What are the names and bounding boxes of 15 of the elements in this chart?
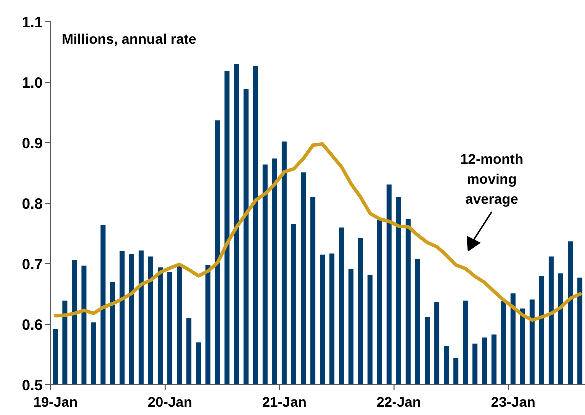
x-tick-label: 19-Jan	[34, 394, 78, 410]
y-tick-label: 0.6	[22, 316, 43, 334]
y-tick-label: 0.8	[22, 196, 43, 213]
y-tick-label: 1.0	[22, 74, 43, 92]
x-tick-label: 21-Jan	[262, 394, 307, 410]
y-tick-label: 1.1	[22, 14, 43, 32]
y-tick-label: 0.7	[22, 256, 43, 274]
x-tick-label: 22-Jan	[376, 394, 422, 410]
annotation: 12-month moving average	[460, 151, 524, 207]
y-tick-label: 0.9	[22, 135, 43, 152]
x-tick-label: 20-Jan	[148, 394, 192, 410]
y-axis-title: Millions, annual rate	[62, 31, 197, 47]
line-series	[54, 142, 582, 322]
y-tick-label: 0.5	[22, 377, 43, 394]
x-tick-label: 23-Jan	[491, 394, 536, 410]
